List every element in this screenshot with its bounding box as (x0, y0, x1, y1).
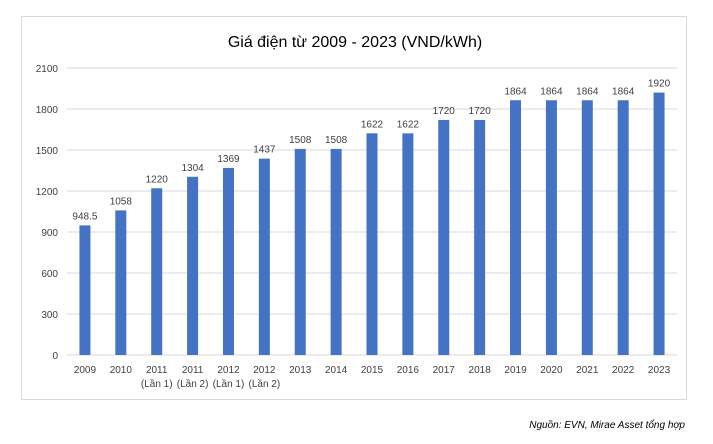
bar-value-label: 948.5 (72, 211, 97, 222)
x-tick-label: 2017 (433, 365, 456, 376)
x-tick-sublabel: (Lần 1) (213, 378, 245, 390)
y-tick-label: 1200 (36, 187, 59, 198)
y-tick-label: 900 (41, 228, 58, 239)
bar (581, 100, 593, 356)
bar (545, 100, 557, 356)
bars (79, 92, 665, 356)
x-tick-label: 2021 (576, 365, 599, 376)
bar-value-label: 1508 (289, 135, 312, 146)
bar (115, 210, 127, 355)
chart-title: Giá điện từ 2009 - 2023 (VND/kWh) (228, 34, 482, 51)
bar-value-label: 1369 (217, 154, 240, 165)
bar-value-label: 1720 (469, 106, 492, 117)
source-note: Nguồn: EVN, Mirae Asset tổng hợp (529, 420, 685, 431)
bar-value-label: 1864 (576, 86, 599, 97)
x-tick-label: 2018 (469, 365, 492, 376)
y-tick-label: 1500 (36, 146, 59, 157)
bar-value-label: 1920 (648, 79, 671, 90)
x-tick-label: 2016 (397, 365, 420, 376)
bar (330, 148, 342, 355)
y-axis-ticks: 0 300 600 900 1200 1500 1800 2100 (36, 64, 59, 362)
bar (294, 148, 306, 355)
bar (617, 100, 629, 356)
bar (510, 100, 522, 356)
bar-value-label: 1622 (361, 119, 384, 130)
x-tick-label: 2015 (361, 365, 384, 376)
bar (474, 119, 486, 355)
bar-value-label: 1864 (504, 86, 527, 97)
y-tick-label: 600 (41, 269, 58, 280)
x-tick-label: 2011 (146, 365, 168, 376)
bar (258, 158, 270, 355)
x-tick-sublabel: (Lần 2) (249, 378, 281, 390)
bar-value-label: 1864 (540, 86, 563, 97)
bar (222, 167, 234, 355)
bar (187, 176, 199, 355)
value-labels: 948.5 1058 1220 1304 1369 1437 1508 1508 1622 162… (72, 79, 670, 223)
x-tick-label: 2009 (74, 365, 97, 376)
chart-frame: Giá điện từ 2009 - 2023 (VND/kWh) 0 300 60… (21, 16, 687, 400)
bar-value-label: 1220 (146, 174, 169, 185)
x-tick-sublabel: (Lần 1) (141, 378, 173, 390)
x-tick-label: 2023 (648, 365, 671, 376)
x-tick-label: 2019 (504, 365, 527, 376)
bar-value-label: 1304 (181, 163, 204, 174)
y-tick-label: 0 (52, 351, 58, 362)
bar-value-label: 1864 (612, 86, 635, 97)
x-tick-label: 2011 (182, 365, 204, 376)
x-axis-ticks: 2009 2010 2011 (Lần 1) 2011 (Lần 2) 2012 (Lần 1… (74, 365, 671, 390)
bar-value-label: 1508 (325, 135, 348, 146)
x-tick-label: 2010 (110, 365, 133, 376)
bar-chart: Giá điện từ 2009 - 2023 (VND/kWh) 0 300 60… (36, 34, 677, 390)
bar (366, 133, 378, 355)
y-tick-label: 1800 (36, 105, 59, 116)
bar-value-label: 1622 (397, 119, 420, 130)
x-tick-sublabel: (Lần 2) (177, 378, 209, 390)
x-tick-label: 2013 (289, 365, 312, 376)
bar-value-label: 1437 (253, 145, 276, 156)
x-tick-label: 2022 (612, 365, 635, 376)
bar-value-label: 1720 (433, 106, 456, 117)
bar (79, 225, 91, 355)
x-tick-label: 2014 (325, 365, 348, 376)
x-tick-label: 2020 (540, 365, 563, 376)
x-tick-label: 2012 (217, 365, 240, 376)
bar (653, 92, 665, 355)
x-tick-label: 2012 (253, 365, 276, 376)
y-tick-label: 2100 (36, 64, 59, 75)
bar (151, 188, 163, 355)
bar-value-label: 1058 (110, 196, 133, 207)
bar (438, 119, 450, 355)
bar (402, 133, 414, 355)
y-tick-label: 300 (41, 310, 58, 321)
